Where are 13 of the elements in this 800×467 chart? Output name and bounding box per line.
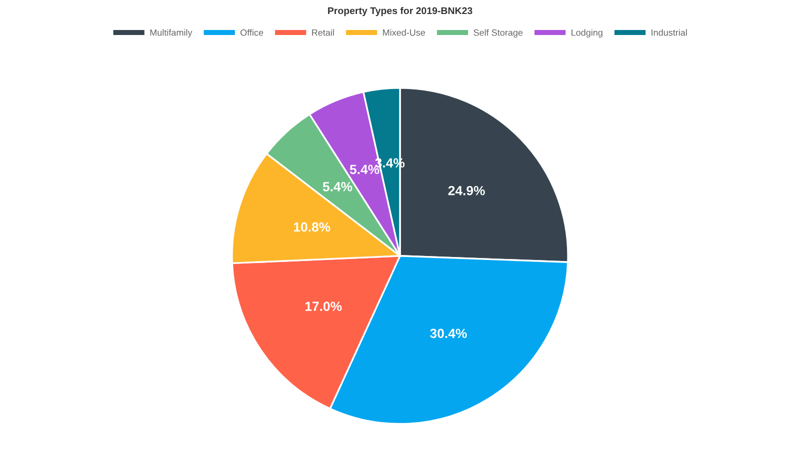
legend-label: Self Storage <box>474 29 523 38</box>
legend-label: Office <box>240 29 264 36</box>
data-label: 5.4% <box>322 182 352 192</box>
legend-label: Retail <box>312 29 334 36</box>
data-label: 30.4% <box>430 328 467 338</box>
legend-label: Mixed-Use <box>383 29 426 36</box>
data-label: 10.8% <box>294 222 330 232</box>
legend-label: Multifamily <box>150 29 192 38</box>
legend-label: Industrial <box>652 29 687 36</box>
data-label: 24.9% <box>448 186 485 196</box>
legend-label: Lodging <box>572 29 602 38</box>
chart-title: Property Types for 2019-BNK23 <box>328 7 472 16</box>
data-label: 17.0% <box>305 302 342 312</box>
